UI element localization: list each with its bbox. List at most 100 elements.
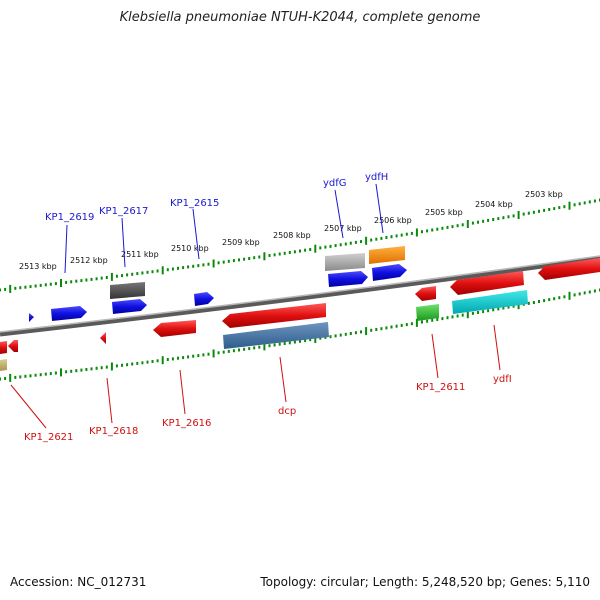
minor-tick xyxy=(227,259,230,263)
minor-tick xyxy=(563,295,566,299)
gene-arrow[interactable] xyxy=(100,332,106,344)
minor-tick xyxy=(349,332,352,335)
gene-arrow[interactable] xyxy=(0,341,7,354)
minor-tick xyxy=(65,280,68,284)
minor-tick xyxy=(446,316,449,320)
minor-tick xyxy=(171,357,174,361)
gene-arrow[interactable] xyxy=(110,282,145,299)
minor-tick xyxy=(222,350,225,354)
gene-arrow[interactable] xyxy=(8,340,18,352)
minor-tick xyxy=(456,314,459,318)
gene-arrow[interactable] xyxy=(450,271,524,295)
minor-tick xyxy=(502,216,505,220)
gene-arrow[interactable] xyxy=(372,264,407,281)
minor-tick xyxy=(482,310,485,314)
major-tick xyxy=(212,259,215,268)
minor-tick xyxy=(115,274,118,278)
minor-tick xyxy=(126,363,129,367)
gene-arrow[interactable] xyxy=(51,306,87,321)
minor-tick xyxy=(54,371,57,375)
gene-label-kp1-2619[interactable]: KP1_2619 xyxy=(45,212,94,223)
minor-tick xyxy=(273,253,276,257)
gene-arrow[interactable] xyxy=(194,292,214,306)
minor-tick xyxy=(339,333,342,337)
gene-label-kp1-2611[interactable]: KP1_2611 xyxy=(416,382,465,393)
minor-tick xyxy=(593,199,596,203)
minor-tick xyxy=(583,201,586,205)
minor-tick xyxy=(324,245,327,249)
minor-tick xyxy=(304,339,307,342)
minor-tick xyxy=(151,270,154,274)
minor-tick xyxy=(49,282,52,286)
minor-tick xyxy=(121,363,123,367)
major-tick xyxy=(314,335,317,343)
minor-tick xyxy=(258,345,261,349)
minor-tick xyxy=(375,328,378,331)
minor-tick xyxy=(400,233,403,237)
minor-tick xyxy=(527,301,530,305)
minor-tick xyxy=(141,361,144,365)
gene-arrow[interactable] xyxy=(325,253,365,271)
minor-tick xyxy=(100,366,103,370)
gene-label-ydfg[interactable]: ydfG xyxy=(323,178,347,189)
minor-tick xyxy=(217,351,220,355)
gene-label-ydfi[interactable]: ydfI xyxy=(493,374,512,385)
major-tick xyxy=(9,284,12,293)
label-leaders-reverse xyxy=(10,324,501,429)
minor-tick xyxy=(39,373,42,377)
gene-label-kp1-2621[interactable]: KP1_2621 xyxy=(24,432,73,443)
minor-tick xyxy=(14,375,17,379)
major-tick xyxy=(110,362,113,371)
gene-arrow[interactable] xyxy=(369,246,405,264)
minor-tick xyxy=(243,347,246,351)
minor-tick xyxy=(385,326,388,330)
gene-label-kp1-2617[interactable]: KP1_2617 xyxy=(99,206,148,217)
minor-tick xyxy=(166,268,169,272)
minor-tick xyxy=(492,308,495,312)
minor-tick xyxy=(431,318,434,322)
gene-label-kp1-2618[interactable]: KP1_2618 xyxy=(89,426,138,437)
minor-tick xyxy=(136,272,139,276)
gene-arrow[interactable] xyxy=(452,290,528,314)
minor-tick xyxy=(4,377,7,380)
minor-tick xyxy=(75,369,78,373)
gene-arrow[interactable] xyxy=(0,359,7,371)
minor-tick xyxy=(558,206,561,210)
minor-tick xyxy=(126,273,129,277)
gene-arrow[interactable] xyxy=(415,286,436,301)
minor-tick xyxy=(95,366,98,370)
minor-tick xyxy=(451,225,454,229)
gene-label-kp1-2615[interactable]: KP1_2615 xyxy=(170,198,219,209)
gene-label-ydfh[interactable]: ydfH xyxy=(365,172,388,183)
gene-arrow[interactable] xyxy=(538,258,600,280)
gene-arrow[interactable] xyxy=(153,320,196,337)
upper-scale-track xyxy=(0,198,600,293)
minor-tick xyxy=(410,231,413,235)
gene-label-dcp[interactable]: dcp xyxy=(278,406,296,417)
minor-tick xyxy=(238,258,240,262)
scale-label: 2506 kbp xyxy=(374,216,412,225)
minor-tick xyxy=(207,262,210,266)
scale-label: 2508 kbp xyxy=(273,231,311,240)
label-leaders-forward xyxy=(64,183,384,274)
topology-text: Topology: circular; Length: 5,248,520 bp… xyxy=(260,575,590,589)
gene-arrow[interactable] xyxy=(416,304,439,321)
minor-tick xyxy=(502,306,505,310)
minor-tick xyxy=(319,336,322,340)
gene-arrow[interactable] xyxy=(29,313,34,322)
scale-label: 2510 kbp xyxy=(171,244,209,253)
gene-arrow[interactable] xyxy=(222,303,326,328)
minor-tick xyxy=(431,228,434,232)
minor-tick xyxy=(497,307,500,311)
gene-label-kp1-2616[interactable]: KP1_2616 xyxy=(162,418,211,429)
minor-tick xyxy=(248,347,251,351)
minor-tick xyxy=(512,304,515,308)
minor-tick xyxy=(543,208,546,212)
gene-arrow[interactable] xyxy=(223,322,329,349)
minor-tick xyxy=(461,313,464,317)
gene-arrow[interactable] xyxy=(112,299,147,314)
gene-arrow[interactable] xyxy=(328,271,368,287)
minor-tick xyxy=(24,285,27,289)
minor-tick xyxy=(548,208,551,211)
minor-tick xyxy=(85,368,88,371)
